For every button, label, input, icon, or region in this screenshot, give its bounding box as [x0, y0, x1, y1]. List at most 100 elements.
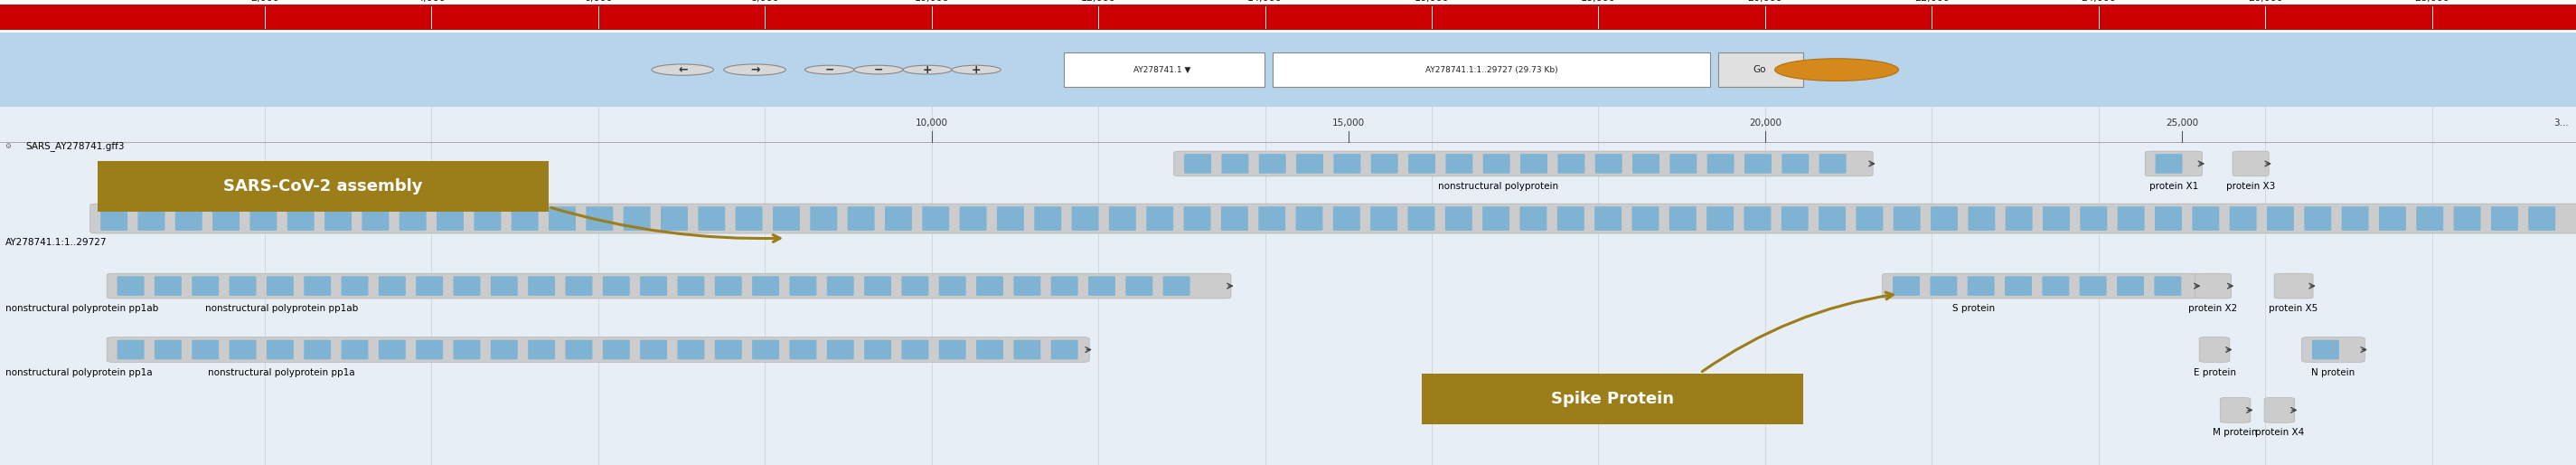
FancyBboxPatch shape — [938, 340, 966, 359]
FancyBboxPatch shape — [229, 276, 255, 296]
FancyBboxPatch shape — [623, 206, 652, 231]
FancyBboxPatch shape — [1744, 206, 1770, 231]
FancyBboxPatch shape — [677, 276, 703, 296]
Text: Spike Protein: Spike Protein — [1551, 391, 1674, 407]
Circle shape — [1775, 59, 1899, 81]
FancyBboxPatch shape — [1929, 276, 1958, 296]
FancyBboxPatch shape — [229, 340, 255, 359]
FancyBboxPatch shape — [2233, 151, 2269, 176]
FancyBboxPatch shape — [0, 33, 2576, 107]
FancyBboxPatch shape — [379, 276, 404, 296]
FancyBboxPatch shape — [1445, 206, 1473, 231]
FancyBboxPatch shape — [116, 276, 144, 296]
FancyBboxPatch shape — [1012, 340, 1041, 359]
Text: −: − — [873, 64, 884, 76]
Text: 15,000: 15,000 — [1332, 119, 1365, 128]
Text: ←: ← — [677, 64, 688, 76]
FancyBboxPatch shape — [2416, 206, 2442, 231]
FancyBboxPatch shape — [304, 276, 330, 296]
FancyBboxPatch shape — [603, 276, 629, 296]
FancyBboxPatch shape — [1669, 206, 1695, 231]
FancyBboxPatch shape — [1633, 154, 1659, 173]
FancyBboxPatch shape — [1558, 154, 1584, 173]
FancyBboxPatch shape — [1595, 206, 1620, 231]
FancyBboxPatch shape — [2079, 206, 2107, 231]
FancyBboxPatch shape — [155, 340, 180, 359]
FancyBboxPatch shape — [2004, 276, 2032, 296]
FancyBboxPatch shape — [811, 206, 837, 231]
FancyBboxPatch shape — [788, 340, 817, 359]
Text: E protein: E protein — [2192, 368, 2236, 377]
FancyBboxPatch shape — [1484, 154, 1510, 173]
Text: protein X3: protein X3 — [2226, 182, 2275, 191]
FancyBboxPatch shape — [453, 276, 479, 296]
Text: 2,000: 2,000 — [250, 0, 278, 2]
FancyBboxPatch shape — [1146, 206, 1175, 231]
FancyBboxPatch shape — [2195, 273, 2231, 299]
Text: 8,000: 8,000 — [750, 0, 778, 2]
FancyBboxPatch shape — [1334, 206, 1360, 231]
FancyBboxPatch shape — [325, 206, 350, 231]
FancyBboxPatch shape — [788, 276, 817, 296]
FancyBboxPatch shape — [1260, 154, 1285, 173]
FancyBboxPatch shape — [1064, 53, 1265, 87]
Text: −: − — [824, 64, 835, 76]
FancyBboxPatch shape — [528, 276, 554, 296]
FancyBboxPatch shape — [415, 340, 443, 359]
Text: 20,000: 20,000 — [1747, 0, 1783, 2]
FancyBboxPatch shape — [116, 340, 144, 359]
FancyBboxPatch shape — [1883, 273, 2197, 299]
FancyBboxPatch shape — [997, 206, 1025, 231]
FancyBboxPatch shape — [2264, 398, 2295, 423]
FancyBboxPatch shape — [1819, 206, 1844, 231]
Text: protein X1: protein X1 — [2148, 182, 2197, 191]
FancyBboxPatch shape — [100, 206, 129, 231]
Text: AY278741.1 ▼: AY278741.1 ▼ — [1133, 66, 1190, 74]
Text: +: + — [971, 64, 981, 76]
FancyBboxPatch shape — [1162, 276, 1190, 296]
FancyBboxPatch shape — [2200, 337, 2231, 362]
FancyBboxPatch shape — [1968, 206, 1994, 231]
FancyBboxPatch shape — [976, 340, 1002, 359]
Text: 16,000: 16,000 — [1414, 0, 1450, 2]
Text: ⚙: ⚙ — [5, 142, 10, 150]
FancyBboxPatch shape — [340, 340, 368, 359]
FancyBboxPatch shape — [773, 206, 801, 231]
FancyBboxPatch shape — [2043, 206, 2069, 231]
FancyBboxPatch shape — [2117, 276, 2143, 296]
FancyBboxPatch shape — [737, 206, 762, 231]
FancyBboxPatch shape — [1221, 154, 1249, 173]
FancyBboxPatch shape — [1221, 206, 1249, 231]
FancyBboxPatch shape — [639, 276, 667, 296]
Circle shape — [953, 66, 999, 74]
Text: protein X4: protein X4 — [2254, 428, 2303, 437]
FancyBboxPatch shape — [191, 276, 219, 296]
Text: 18,000: 18,000 — [1582, 0, 1615, 2]
FancyBboxPatch shape — [1370, 206, 1399, 231]
FancyBboxPatch shape — [827, 340, 853, 359]
FancyBboxPatch shape — [564, 340, 592, 359]
Text: 14,000: 14,000 — [1247, 0, 1283, 2]
FancyBboxPatch shape — [98, 161, 549, 212]
FancyBboxPatch shape — [1669, 154, 1698, 173]
FancyBboxPatch shape — [2154, 206, 2182, 231]
FancyBboxPatch shape — [564, 276, 592, 296]
FancyBboxPatch shape — [848, 206, 876, 231]
FancyBboxPatch shape — [1556, 206, 1584, 231]
Text: N protein: N protein — [2311, 368, 2354, 377]
FancyBboxPatch shape — [549, 206, 577, 231]
FancyBboxPatch shape — [1296, 154, 1324, 173]
Text: AY278741.1:1..29727: AY278741.1:1..29727 — [5, 238, 106, 246]
FancyBboxPatch shape — [340, 276, 368, 296]
FancyBboxPatch shape — [1855, 206, 1883, 231]
FancyBboxPatch shape — [1783, 154, 1808, 173]
Text: 3...: 3... — [2553, 119, 2568, 128]
FancyBboxPatch shape — [155, 276, 180, 296]
FancyBboxPatch shape — [361, 206, 389, 231]
Text: nonstructural polyprotein: nonstructural polyprotein — [1437, 182, 1558, 191]
FancyBboxPatch shape — [1051, 276, 1077, 296]
Text: nonstructural polyprotein pp1ab: nonstructural polyprotein pp1ab — [206, 304, 358, 313]
FancyBboxPatch shape — [2267, 206, 2293, 231]
FancyBboxPatch shape — [938, 276, 966, 296]
Text: 4,000: 4,000 — [417, 0, 446, 2]
